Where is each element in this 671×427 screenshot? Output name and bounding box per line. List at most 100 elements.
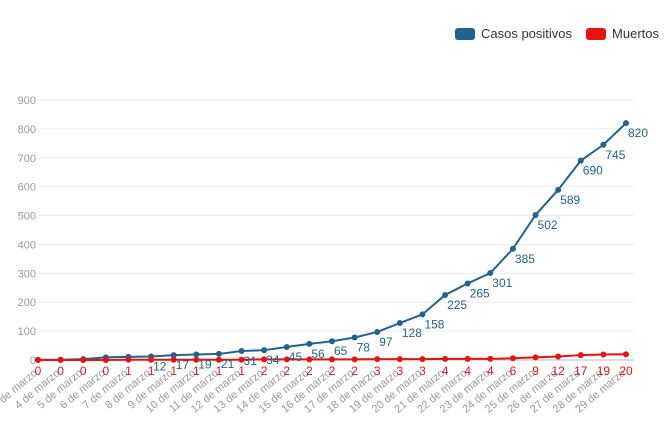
y-tick-label: 300 bbox=[18, 268, 36, 280]
data-label-1: 0 bbox=[57, 364, 64, 378]
data-point-1[interactable] bbox=[623, 351, 629, 358]
data-point-1[interactable] bbox=[306, 356, 313, 363]
y-tick-label: 800 bbox=[18, 124, 36, 136]
data-point-0[interactable] bbox=[419, 311, 426, 318]
data-point-1[interactable] bbox=[283, 356, 290, 363]
y-axis: 0 100 200 300 400 500 600 700 800 900 bbox=[18, 95, 36, 367]
data-point-1[interactable] bbox=[170, 356, 177, 363]
series-line-0 bbox=[38, 122, 627, 361]
data-label-0: 21 bbox=[221, 357, 235, 371]
data-label-1: 0 bbox=[80, 364, 87, 378]
legend-item-casos[interactable]: Casos positivos bbox=[454, 26, 573, 41]
data-point-1[interactable] bbox=[193, 356, 200, 363]
data-label-1: 6 bbox=[510, 364, 517, 378]
data-point-1[interactable] bbox=[329, 356, 335, 363]
data-point-1[interactable] bbox=[148, 356, 155, 363]
legend-item-muertos[interactable]: Muertos bbox=[586, 26, 659, 41]
data-point-0[interactable] bbox=[170, 352, 177, 359]
data-point-0[interactable] bbox=[509, 245, 516, 252]
data-point-1[interactable] bbox=[396, 356, 403, 363]
data-label-0: 589 bbox=[560, 193, 580, 207]
data-label-0: 385 bbox=[515, 252, 535, 266]
data-label-0: 690 bbox=[583, 164, 603, 178]
y-tick-label: 200 bbox=[18, 297, 36, 309]
data-label-0: 34 bbox=[266, 353, 280, 367]
data-label-0: 128 bbox=[402, 326, 422, 340]
data-point-0[interactable] bbox=[193, 351, 200, 358]
data-point-1[interactable] bbox=[509, 355, 516, 362]
data-label-0: 97 bbox=[379, 335, 393, 349]
data-point-1[interactable] bbox=[57, 357, 64, 363]
legend-swatch-casos bbox=[454, 27, 475, 40]
y-tick-label: 900 bbox=[18, 95, 36, 107]
data-point-0[interactable] bbox=[442, 292, 449, 298]
data-point-0[interactable] bbox=[238, 348, 245, 355]
data-label-1: 3 bbox=[374, 364, 381, 378]
data-point-1[interactable] bbox=[125, 356, 132, 363]
data-label-1: 17 bbox=[574, 364, 588, 378]
data-label-0: 301 bbox=[492, 276, 512, 290]
data-label-0: 225 bbox=[447, 298, 467, 312]
data-label-0: 56 bbox=[311, 347, 325, 361]
data-label-1: 4 bbox=[442, 364, 449, 378]
data-label-1: 2 bbox=[261, 364, 268, 378]
data-point-1[interactable] bbox=[577, 352, 584, 359]
data-point-1[interactable] bbox=[102, 357, 109, 363]
data-label-1: 20 bbox=[619, 364, 633, 378]
data-label-1: 1 bbox=[125, 364, 132, 378]
data-label-0: 745 bbox=[605, 148, 625, 162]
data-point-1[interactable] bbox=[442, 355, 449, 362]
data-label-0: 158 bbox=[424, 317, 444, 331]
data-label-1: 0 bbox=[103, 364, 110, 378]
data-label-1: 3 bbox=[397, 364, 404, 378]
data-label-0: 78 bbox=[357, 340, 371, 354]
data-point-1[interactable] bbox=[215, 356, 222, 363]
data-point-1[interactable] bbox=[464, 355, 471, 362]
data-label-1: 1 bbox=[193, 364, 200, 378]
data-label-1: 19 bbox=[597, 364, 611, 378]
data-point-0[interactable] bbox=[396, 320, 403, 327]
data-label-1: 1 bbox=[238, 364, 245, 378]
data-point-0[interactable] bbox=[555, 186, 562, 193]
data-point-1[interactable] bbox=[487, 355, 494, 362]
data-point-0[interactable] bbox=[329, 338, 335, 345]
data-label-1: 4 bbox=[487, 364, 494, 378]
data-point-1[interactable] bbox=[555, 353, 562, 360]
data-point-1[interactable] bbox=[532, 354, 539, 361]
data-point-0[interactable] bbox=[464, 280, 471, 287]
data-point-0[interactable] bbox=[351, 334, 358, 341]
series-layer bbox=[35, 120, 629, 363]
data-point-0[interactable] bbox=[306, 340, 313, 347]
legend-swatch-muertos bbox=[586, 27, 607, 40]
data-point-0[interactable] bbox=[283, 344, 290, 350]
data-point-1[interactable] bbox=[351, 356, 358, 363]
data-point-0[interactable] bbox=[374, 328, 381, 335]
data-label-0: 45 bbox=[289, 350, 303, 364]
data-label-1: 1 bbox=[148, 364, 155, 378]
y-tick-label: 500 bbox=[18, 211, 36, 223]
data-point-1[interactable] bbox=[419, 356, 426, 363]
data-label-1: 12 bbox=[551, 364, 565, 378]
data-point-1[interactable] bbox=[80, 357, 87, 363]
data-label-0: 12 bbox=[153, 360, 167, 374]
data-point-1[interactable] bbox=[261, 356, 268, 363]
data-point-1[interactable] bbox=[35, 357, 41, 363]
data-label-1: 3 bbox=[419, 364, 426, 378]
data-point-1[interactable] bbox=[374, 356, 381, 363]
data-point-0[interactable] bbox=[261, 347, 268, 354]
data-point-0[interactable] bbox=[215, 350, 222, 357]
legend-label-casos: Casos positivos bbox=[480, 26, 573, 41]
data-point-0[interactable] bbox=[577, 157, 584, 164]
data-labels: 12 17 19 21 31 34 45 56 65 78 97128158225265301385… bbox=[35, 126, 649, 378]
data-label-1: 1 bbox=[216, 364, 223, 378]
data-label-1: 2 bbox=[351, 364, 358, 378]
y-tick-label: 0 bbox=[30, 355, 36, 367]
data-point-0[interactable] bbox=[600, 141, 607, 148]
data-point-1[interactable] bbox=[238, 356, 245, 363]
data-label-0: 19 bbox=[198, 358, 212, 372]
data-point-0[interactable] bbox=[623, 120, 629, 127]
data-point-1[interactable] bbox=[600, 351, 607, 358]
data-point-0[interactable] bbox=[487, 270, 494, 277]
data-point-0[interactable] bbox=[532, 211, 539, 218]
